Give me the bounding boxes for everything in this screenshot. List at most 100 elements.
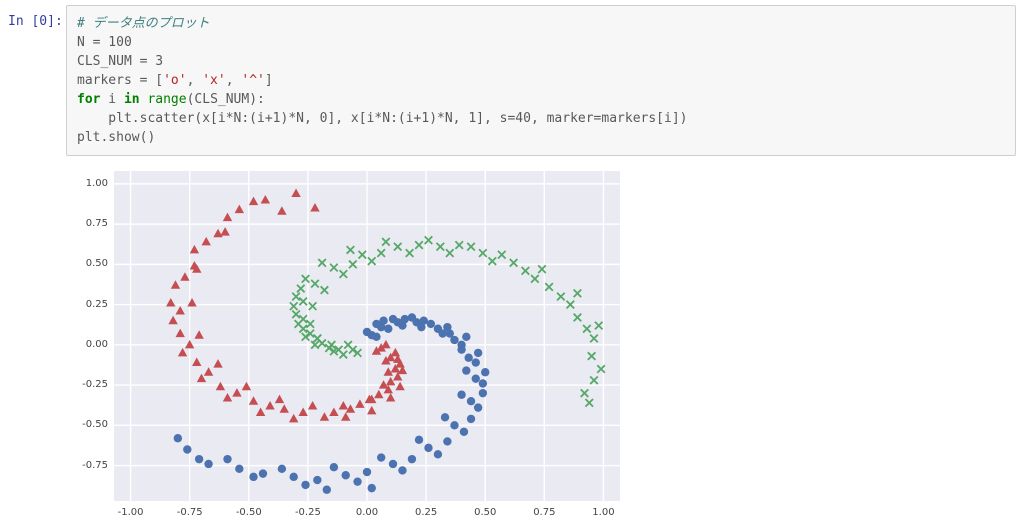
data-point bbox=[184, 339, 195, 349]
data-point bbox=[462, 332, 471, 342]
code-token: # データ点のプロット bbox=[77, 16, 210, 31]
data-point bbox=[537, 264, 547, 274]
data-point bbox=[580, 388, 589, 398]
code-token: , bbox=[225, 73, 242, 88]
data-point bbox=[248, 396, 259, 405]
data-point bbox=[405, 248, 414, 258]
code-token: (CLS_NUM): bbox=[186, 92, 265, 107]
data-point bbox=[379, 316, 388, 325]
data-point bbox=[223, 454, 232, 464]
scatter-plot bbox=[114, 171, 620, 501]
x-tick-label: 0.25 bbox=[414, 507, 438, 518]
data-point bbox=[173, 434, 183, 443]
data-point bbox=[296, 284, 306, 293]
data-point bbox=[345, 404, 356, 413]
data-point bbox=[473, 403, 483, 412]
data-point bbox=[362, 327, 372, 337]
cell-prompt: In [0]: bbox=[8, 14, 63, 29]
y-tick-label: 0.50 bbox=[85, 258, 108, 270]
code-line: N = 100 bbox=[77, 33, 1005, 52]
data-point bbox=[329, 407, 339, 416]
data-point bbox=[589, 375, 599, 385]
data-point bbox=[329, 462, 339, 472]
code-token: , bbox=[186, 73, 203, 88]
data-point bbox=[289, 472, 298, 482]
data-point bbox=[177, 347, 188, 357]
code-token: plt.show() bbox=[77, 130, 156, 145]
y-tick-label: 0.00 bbox=[85, 338, 108, 350]
data-point bbox=[312, 333, 322, 343]
data-point bbox=[398, 321, 407, 330]
data-point bbox=[175, 306, 185, 315]
data-point bbox=[201, 236, 211, 246]
code-line: plt.scatter(x[i*N:(i+1)*N, 0], x[i*N:(i+… bbox=[77, 109, 1005, 128]
code-token: i bbox=[100, 92, 124, 107]
data-point bbox=[274, 394, 285, 404]
data-point bbox=[338, 269, 348, 279]
data-point bbox=[481, 368, 490, 377]
data-point bbox=[310, 279, 320, 289]
data-point bbox=[260, 194, 271, 204]
code-editor[interactable]: # データ点のプロット N = 100 CLS_NUM = 3 markers = [… bbox=[77, 14, 1005, 147]
data-point bbox=[241, 381, 252, 391]
data-point bbox=[478, 388, 488, 398]
data-point bbox=[367, 483, 376, 493]
data-point bbox=[424, 235, 433, 245]
data-point bbox=[450, 421, 459, 430]
data-point bbox=[175, 328, 185, 338]
data-point bbox=[383, 384, 393, 394]
data-point bbox=[265, 401, 275, 410]
data-point bbox=[194, 330, 204, 339]
data-point bbox=[343, 340, 353, 350]
y-tick-label: -0.75 bbox=[82, 459, 108, 471]
data-point bbox=[192, 357, 202, 367]
data-point bbox=[305, 329, 315, 339]
data-point bbox=[466, 396, 476, 406]
output-figure: 1.00 0.75 0.50 0.25 0.00 -0.25 -0.50 -0.75 -1.0… bbox=[76, 166, 628, 524]
data-point bbox=[478, 248, 488, 258]
data-point bbox=[310, 203, 320, 212]
data-point bbox=[346, 245, 355, 255]
data-point bbox=[457, 390, 466, 399]
data-point bbox=[589, 333, 599, 343]
data-point bbox=[291, 309, 301, 319]
data-point bbox=[414, 435, 424, 445]
data-point bbox=[378, 380, 389, 389]
x-tick-label: 1.00 bbox=[592, 507, 615, 518]
data-point bbox=[348, 259, 358, 269]
data-point bbox=[520, 266, 530, 276]
data-point bbox=[322, 485, 332, 494]
data-point bbox=[367, 405, 377, 415]
code-cell[interactable]: # データ点のプロット N = 100 CLS_NUM = 3 markers = [… bbox=[66, 5, 1016, 156]
data-point bbox=[329, 263, 339, 273]
data-point bbox=[213, 359, 223, 368]
data-point bbox=[487, 256, 497, 266]
data-point bbox=[357, 250, 367, 260]
data-point bbox=[466, 414, 476, 424]
data-point bbox=[565, 300, 575, 310]
data-point bbox=[313, 475, 322, 485]
data-point bbox=[362, 467, 372, 477]
data-point bbox=[390, 364, 401, 373]
code-line: # データ点のプロット bbox=[77, 14, 1005, 33]
data-point bbox=[400, 314, 410, 324]
data-point bbox=[381, 339, 391, 349]
data-point bbox=[390, 347, 401, 357]
data-point bbox=[374, 389, 384, 399]
data-point bbox=[187, 298, 197, 307]
data-point bbox=[341, 471, 350, 480]
code-token: 'o' bbox=[163, 73, 187, 88]
y-tick-label: 0.75 bbox=[85, 218, 108, 230]
data-point bbox=[308, 301, 318, 311]
gridlines bbox=[114, 171, 620, 501]
data-point bbox=[329, 346, 339, 356]
data-point bbox=[194, 454, 204, 464]
plot-area bbox=[114, 171, 620, 501]
data-point bbox=[466, 242, 476, 252]
data-point bbox=[180, 272, 190, 281]
data-point bbox=[459, 427, 469, 436]
data-point bbox=[388, 314, 398, 324]
data-point bbox=[298, 296, 308, 306]
data-point bbox=[353, 348, 362, 358]
data-point bbox=[170, 280, 181, 289]
